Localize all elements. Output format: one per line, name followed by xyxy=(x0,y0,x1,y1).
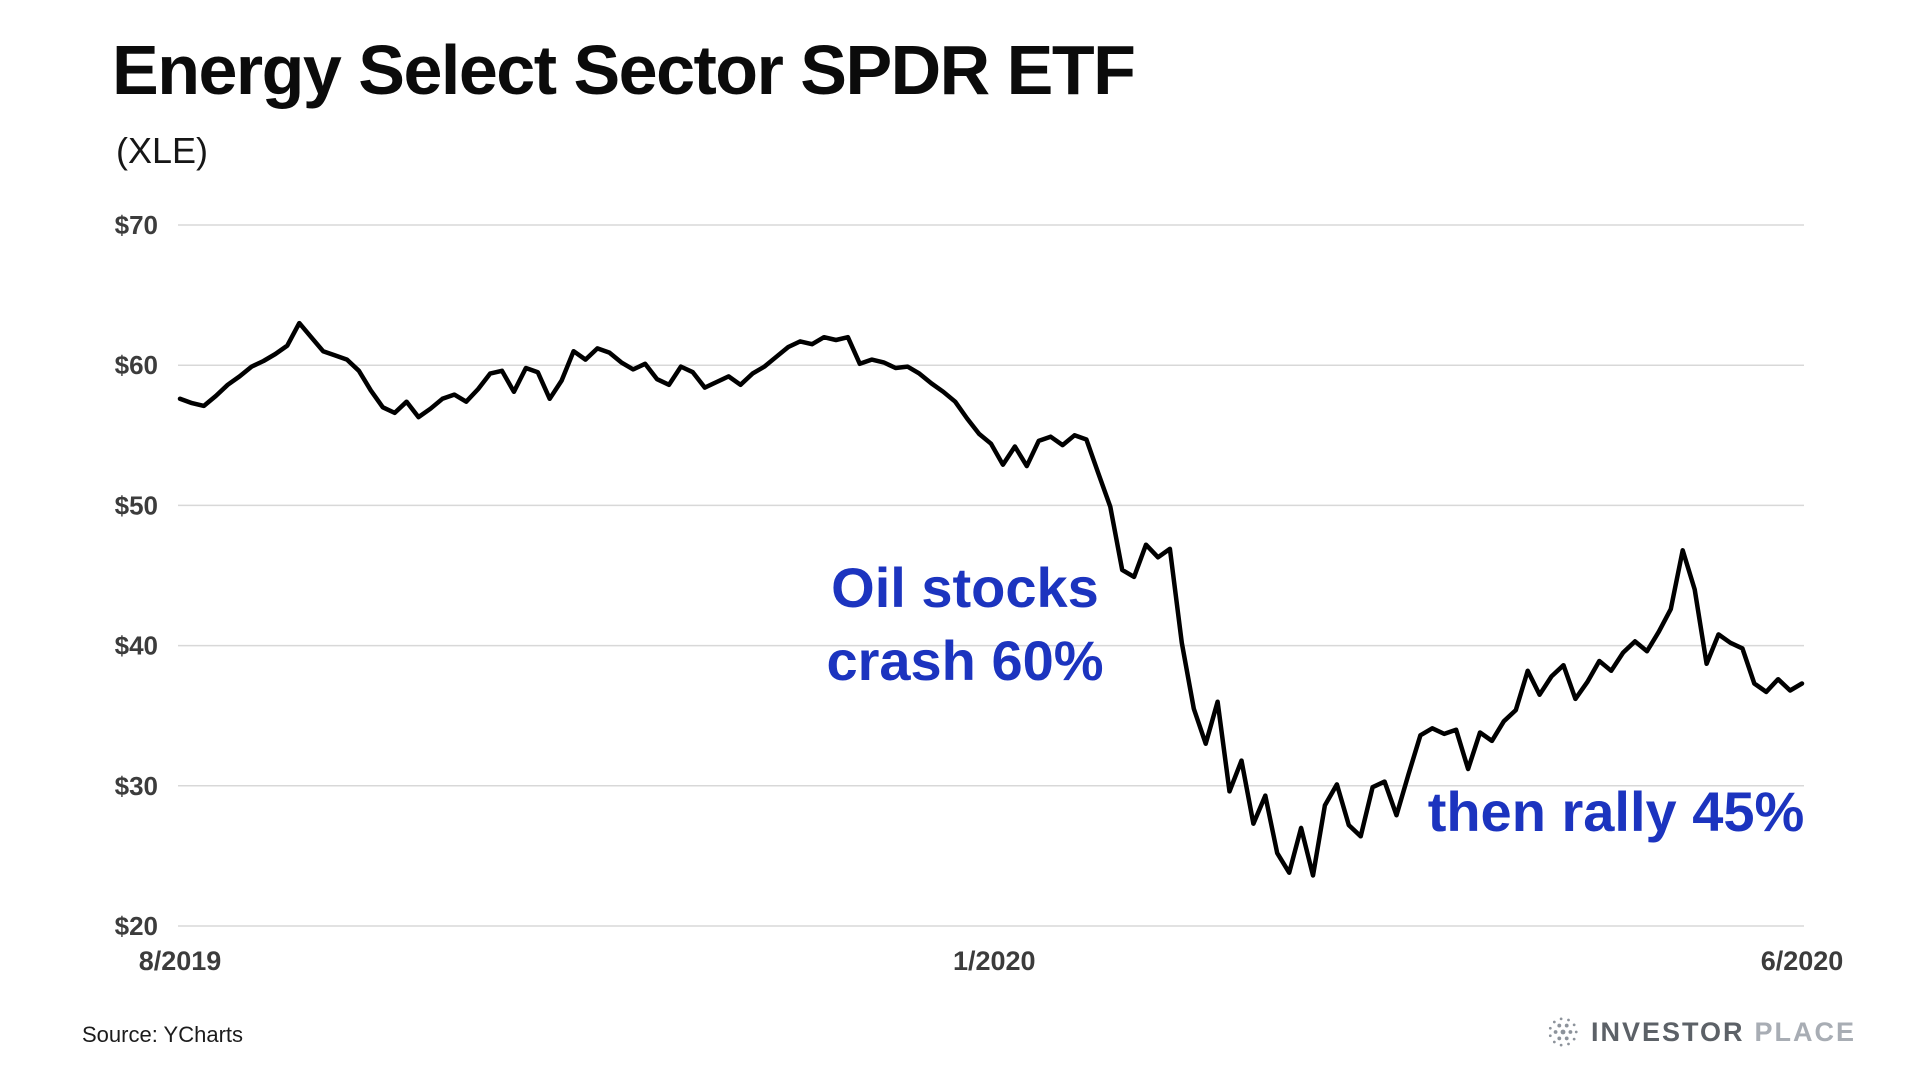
source-credit: Source: YCharts xyxy=(82,1022,244,1047)
globe-dot xyxy=(1564,1036,1569,1041)
annotation-crash-60: Oil stocks crash 60% xyxy=(740,552,1190,698)
y-tick-label: $20 xyxy=(115,911,158,941)
investorplace-logo: INVESTOR PLACE xyxy=(1545,1014,1856,1050)
chart-subtitle: (XLE) xyxy=(116,130,209,171)
globe-dot xyxy=(1552,1020,1556,1024)
x-tick-label: 6/2020 xyxy=(1761,946,1844,976)
x-tick-label: 1/2020 xyxy=(953,946,1036,976)
annotation-line: Oil stocks xyxy=(831,556,1099,619)
chart-title: Energy Select Sector SPDR ETF xyxy=(112,31,1136,109)
globe-dot xyxy=(1559,1017,1563,1021)
globe-dot xyxy=(1548,1026,1552,1030)
globe-dot xyxy=(1559,1043,1563,1047)
globe-dot xyxy=(1560,1029,1566,1035)
y-tick-label: $60 xyxy=(115,350,158,380)
globe-dot xyxy=(1557,1023,1562,1028)
globe-dot xyxy=(1568,1030,1573,1034)
y-tick-label: $70 xyxy=(115,210,158,240)
annotation-line: then rally 45% xyxy=(1427,780,1805,843)
globe-dots-icon xyxy=(1548,1017,1578,1047)
globe-dot xyxy=(1572,1023,1576,1027)
globe-dot xyxy=(1574,1030,1578,1034)
globe-dot xyxy=(1564,1023,1569,1028)
annotation-rally-45: then rally 45% xyxy=(1396,776,1836,849)
y-tick-label: $50 xyxy=(115,490,158,520)
globe-dot xyxy=(1567,1042,1570,1046)
globe-dot xyxy=(1553,1030,1558,1034)
globe-dot xyxy=(1548,1034,1552,1038)
logo-text-investor: INVESTOR xyxy=(1590,1016,1745,1047)
globe-dot xyxy=(1557,1036,1562,1041)
logo-text-place: PLACE xyxy=(1754,1016,1856,1047)
annotation-line: crash 60% xyxy=(826,628,1104,692)
globe-dot xyxy=(1552,1040,1556,1044)
globe-dot xyxy=(1572,1037,1576,1041)
y-tick-label: $40 xyxy=(115,631,158,661)
price-line xyxy=(177,320,1805,878)
x-tick-label: 8/2019 xyxy=(139,946,222,976)
y-tick-label: $30 xyxy=(115,771,158,801)
globe-dot xyxy=(1567,1018,1570,1022)
